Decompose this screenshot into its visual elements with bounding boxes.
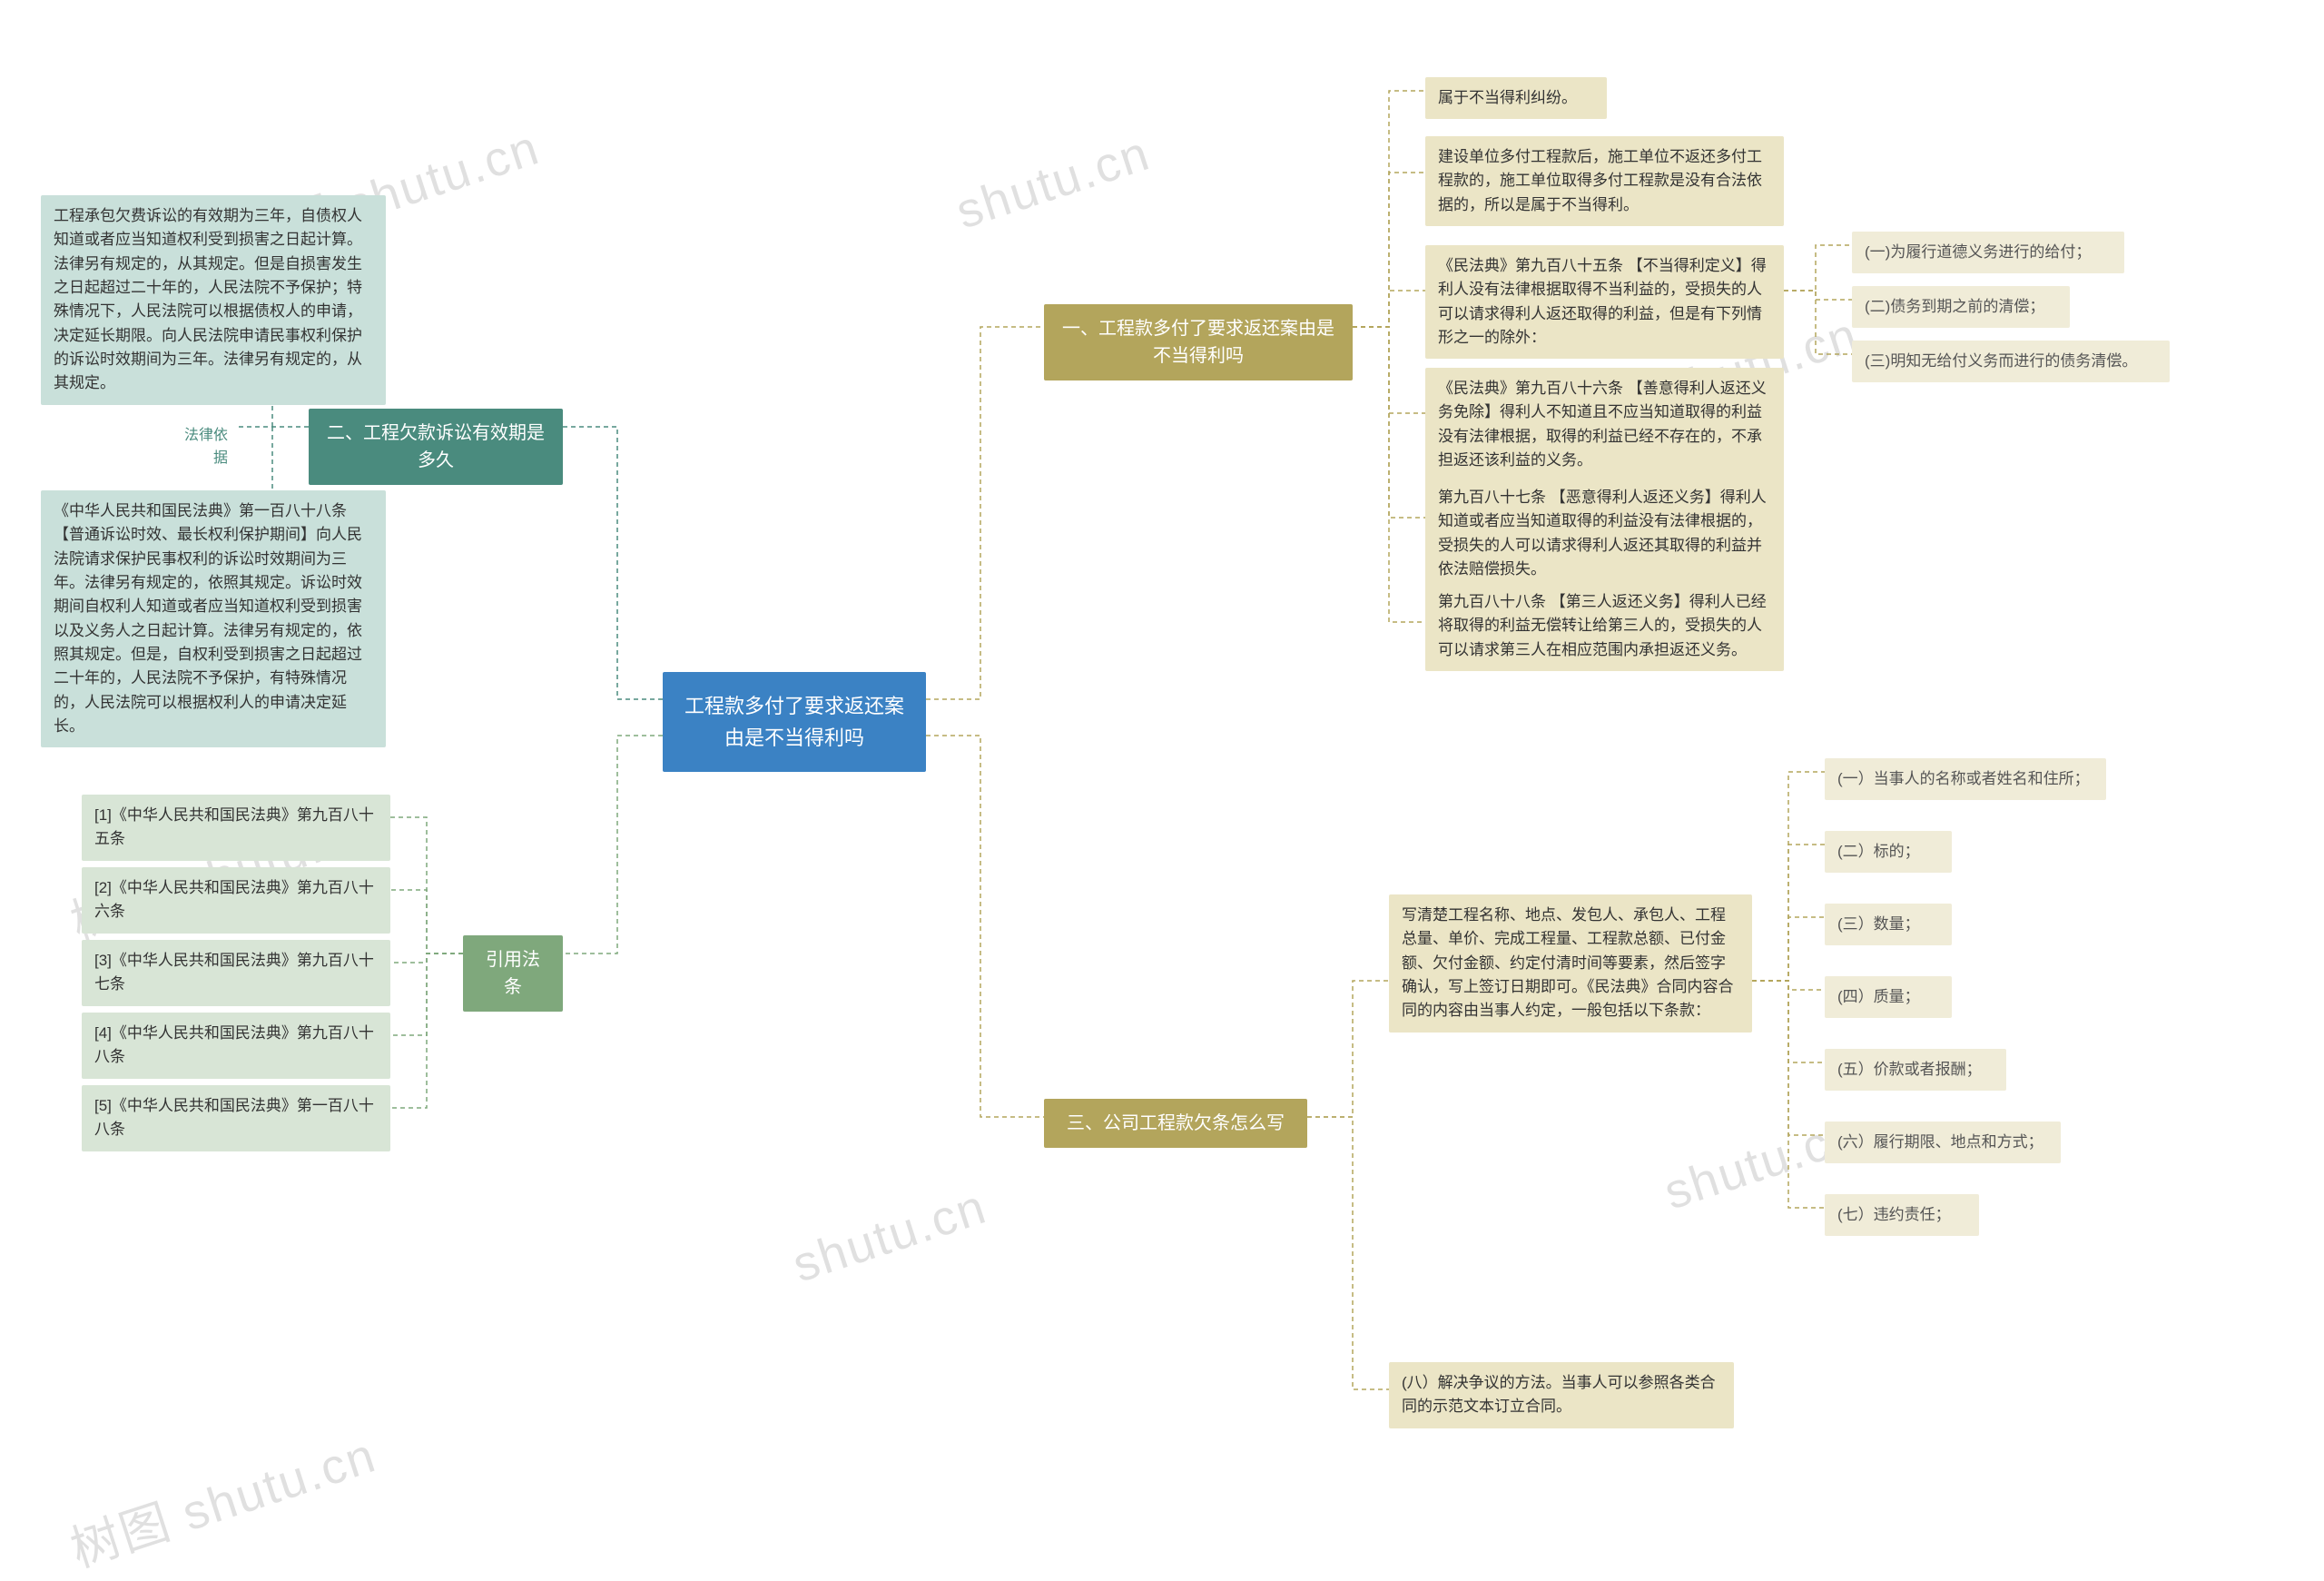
b1-leaf-3: 《民法典》第九百八十六条 【善意得利人返还义务免除】得利人不知道且不应当知道取得… [1425,368,1784,481]
b3-intro: 写清楚工程名称、地点、发包人、承包人、工程总量、单价、完成工程量、工程款总额、已… [1389,894,1752,1033]
branch-1: 一、工程款多付了要求返还案由是不当得利吗 [1044,304,1353,380]
b1-sub-2: (三)明知无给付义务而进行的债务清偿。 [1852,341,2170,382]
b2-leaf-0: 工程承包欠费诉讼的有效期为三年，自债权人知道或者应当知道权利受到损害之日起计算。… [41,195,386,405]
b1-sub-0: (一)为履行道德义务进行的给付； [1852,232,2124,273]
b2-leaf-1: 《中华人民共和国民法典》第一百八十八条【普通诉讼时效、最长权利保护期间】向人民法… [41,490,386,747]
b4-leaf-1: [2]《中华人民共和国民法典》第九百八十六条 [82,867,390,934]
b1-leaf-2: 《民法典》第九百八十五条 【不当得利定义】得利人没有法律根据取得不当利益的，受损… [1425,245,1784,359]
b3-item-4: (五）价款或者报酬； [1825,1049,2006,1091]
b3-item-5: (六）履行期限、地点和方式； [1825,1122,2061,1163]
watermark: shutu.cn [786,1179,994,1294]
center-node: 工程款多付了要求返还案由是不当得利吗 [663,672,926,772]
branch-3: 三、公司工程款欠条怎么写 [1044,1099,1307,1148]
branch-4: 引用法条 [463,935,563,1012]
watermark: 树图 shutu.cn [60,1415,383,1581]
watermark: shutu.cn [950,125,1157,241]
b1-sub-1: (二)债务到期之前的清偿； [1852,286,2070,328]
b3-item-1: (二）标的； [1825,831,1952,873]
b4-leaf-2: [3]《中华人民共和国民法典》第九百八十七条 [82,940,390,1006]
b3-item-6: (七）违约责任； [1825,1194,1979,1236]
b3-item-2: (三）数量； [1825,904,1952,945]
b3-item-0: (一）当事人的名称或者姓名和住所； [1825,758,2106,800]
branch-2: 二、工程欠款诉讼有效期是多久 [309,409,563,485]
b4-leaf-0: [1]《中华人民共和国民法典》第九百八十五条 [82,795,390,861]
b1-leaf-5: 第九百八十八条 【第三人返还义务】得利人已经将取得的利益无偿转让给第三人的，受损… [1425,581,1784,671]
b1-leaf-0: 属于不当得利纠纷。 [1425,77,1607,119]
b3-item-7: (八）解决争议的方法。当事人可以参照各类合同的示范文本订立合同。 [1389,1362,1734,1428]
b3-item-3: (四）质量； [1825,976,1952,1018]
b4-leaf-4: [5]《中华人民共和国民法典》第一百八十八条 [82,1085,390,1151]
b1-leaf-4: 第九百八十七条 【恶意得利人返还义务】得利人知道或者应当知道取得的利益没有法律根… [1425,477,1784,590]
b1-leaf-1: 建设单位多付工程款后，施工单位不返还多付工程款的，施工单位取得多付工程款是没有合… [1425,136,1784,226]
b2-link: 法律依据 [168,416,241,479]
b4-leaf-3: [4]《中华人民共和国民法典》第九百八十八条 [82,1013,390,1079]
